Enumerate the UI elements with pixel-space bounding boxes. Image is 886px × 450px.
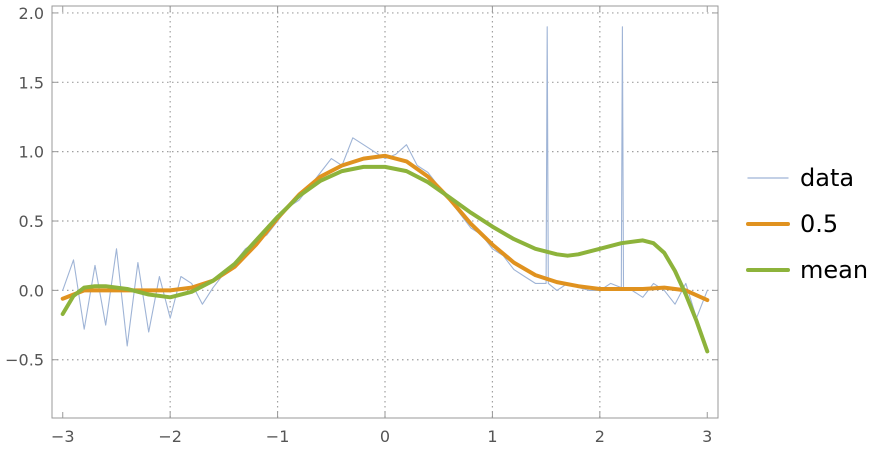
- y-tick-label: 2.0: [19, 4, 44, 23]
- x-tick-label: 1: [487, 427, 497, 446]
- y-tick-label: −0.5: [5, 351, 44, 370]
- y-tick-label: 1.0: [19, 143, 44, 162]
- axes: −3 −2 −1 0 1 2 3 −0.5 0.0 0.5 1.0 1.5 2.0: [5, 4, 718, 446]
- x-tick-label: −2: [158, 427, 182, 446]
- y-tick-label: 1.5: [19, 73, 44, 92]
- series-line-mean: [60, 164, 710, 354]
- legend-label: 0.5: [800, 210, 838, 238]
- grid: [52, 6, 718, 418]
- series-layer: [60, 26, 710, 354]
- y-tick-label: 0.0: [19, 281, 44, 300]
- x-tick-label: 0: [380, 427, 390, 446]
- x-tick-label: −3: [51, 427, 75, 446]
- legend-label: mean: [800, 256, 868, 284]
- x-tick-label: −1: [266, 427, 290, 446]
- y-tick-label: 0.5: [19, 212, 44, 231]
- series-line-0-5: [60, 153, 710, 303]
- x-tick-label: 2: [595, 427, 605, 446]
- legend: data 0.5 mean: [746, 164, 868, 284]
- legend-label: data: [800, 164, 854, 192]
- x-tick-label: 3: [702, 427, 712, 446]
